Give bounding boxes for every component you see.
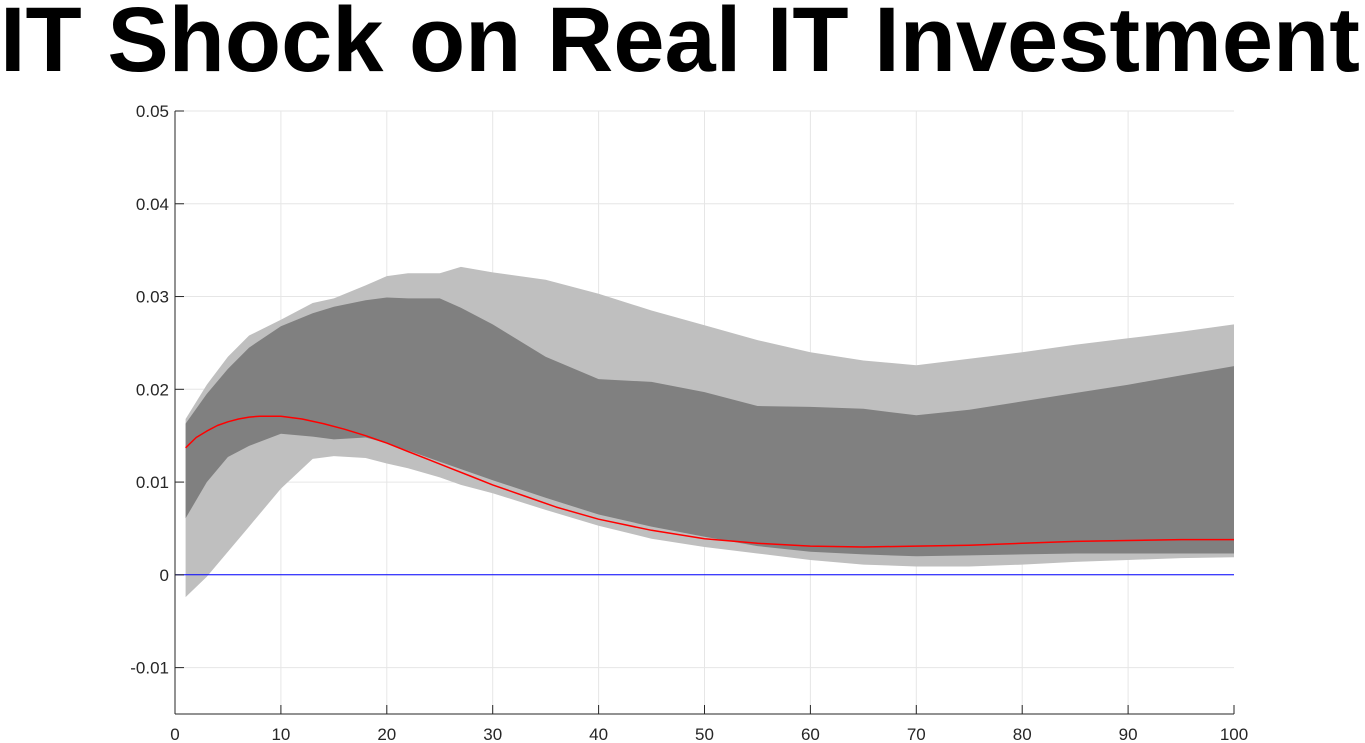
axis-layer: -0.01 0 0.01 0.02 0.03 0.04 0.05 0 10 20 30 40 50 60 7… [130, 102, 1248, 743]
y-tick-label: -0.01 [130, 659, 169, 678]
x-tick-label: 0 [170, 725, 179, 743]
inner-confidence-band [185, 297, 1235, 557]
x-tick-label: 50 [695, 725, 714, 743]
band-layer [185, 266, 1235, 598]
x-tick-label: 70 [907, 725, 926, 743]
y-tick-label: 0.01 [136, 473, 169, 492]
y-tick-label: 0 [160, 566, 169, 585]
median-response-line [185, 415, 1234, 548]
x-tick-label: 30 [483, 725, 502, 743]
x-tick-label: 60 [801, 725, 820, 743]
x-tick-label: 40 [589, 725, 608, 743]
x-tick-label: 90 [1119, 725, 1138, 743]
x-tick-label: 20 [377, 725, 396, 743]
y-tick-label: 0.03 [136, 288, 169, 307]
y-tick-label: 0.02 [136, 380, 169, 399]
chart-title: IT Shock on Real IT Investment [0, 0, 1360, 91]
x-tick-label: 100 [1220, 725, 1248, 743]
y-tick-label: 0.04 [136, 195, 169, 214]
x-tick-label: 80 [1013, 725, 1032, 743]
x-tick-label: 10 [271, 725, 290, 743]
line-layer [175, 415, 1234, 576]
y-tick-label: 0.05 [136, 102, 169, 121]
